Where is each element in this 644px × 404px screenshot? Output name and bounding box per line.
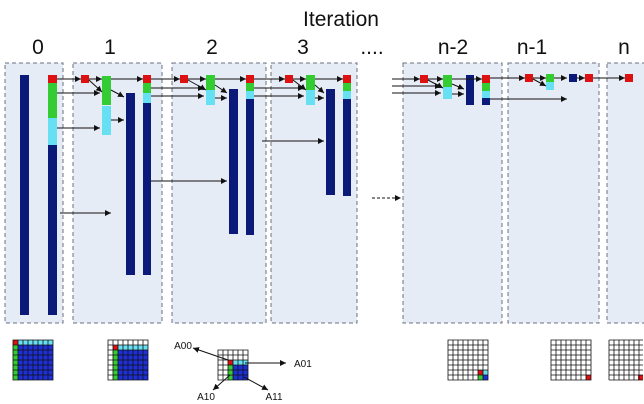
matrix-iteration-n-2 — [447, 339, 489, 381]
panel-1-green-block — [102, 76, 111, 105]
panel-3-right-green — [343, 83, 351, 91]
panel-2-pivot-cell — [180, 75, 188, 83]
panel-n-2-left-column — [466, 75, 474, 105]
panel-n-2-right-pivot — [482, 75, 490, 83]
block-label-a00: A00 — [174, 341, 192, 352]
diagram-title: Iteration — [303, 8, 379, 31]
panel-2-left-column — [229, 89, 238, 234]
data-flow-arrows — [57, 75, 625, 216]
panel-3-right-cyan — [343, 91, 351, 99]
panel-0-green-segment — [48, 83, 57, 118]
iteration-panel-n — [606, 62, 644, 324]
iteration-label-3: 3 — [297, 36, 309, 59]
panel-2-right-cyan — [246, 91, 254, 99]
block-label-a11: A11 — [265, 392, 282, 403]
matrix-iteration-2 — [192, 347, 286, 391]
panel-1-right-pivot — [143, 75, 151, 83]
panel-n-1-green-cell — [546, 74, 554, 82]
block-label-a10: A10 — [197, 392, 215, 403]
iteration-ellipsis: .... — [360, 36, 383, 59]
panel-n-2-green-block — [443, 75, 452, 87]
panel-2-right-column — [246, 99, 254, 235]
iteration-label-0: 0 — [32, 36, 44, 59]
iteration-panel-n-1 — [507, 62, 600, 324]
panel-n-pivot-cell — [625, 74, 633, 82]
panel-1-pivot-cell — [81, 75, 89, 83]
matrix-iteration-0 — [12, 339, 54, 381]
panel-n-2-right-navy — [482, 98, 490, 105]
panel-1-left-column — [126, 93, 135, 275]
panel-1-cyan-block — [102, 106, 111, 135]
iteration-label-n-2: n-2 — [438, 36, 468, 59]
panel-0-pivot-cell — [48, 75, 57, 83]
panel-n-2-pivot-cell — [420, 75, 428, 83]
panel-3-right-pivot — [343, 75, 351, 83]
panel-n-1-pivot-cell — [525, 74, 533, 82]
panel-n-1-navy-cell — [569, 74, 577, 82]
panel-2-right-pivot — [246, 75, 254, 83]
block-label-a01: A01 — [294, 359, 312, 370]
panel-n-2-right-cyan — [482, 91, 490, 98]
matrix-iteration-n — [608, 339, 643, 381]
panel-2-green-block — [206, 75, 215, 90]
matrix-iteration-n-1 — [550, 339, 592, 381]
panel-1-right-cyan — [143, 93, 151, 103]
iteration-label-n-1: n-1 — [517, 36, 547, 59]
panel-2-right-green — [246, 83, 254, 91]
panel-n-2-cyan-block — [443, 87, 452, 99]
panel-3-cyan-block — [306, 90, 315, 105]
panel-0-left-column — [20, 75, 29, 315]
iteration-label-2: 2 — [206, 36, 218, 59]
panel-1-right-green — [143, 83, 151, 93]
panel-2-cyan-block — [206, 90, 215, 105]
panel-3-left-column — [326, 89, 335, 195]
matrix-iteration-1 — [107, 339, 149, 381]
panel-3-right-column — [343, 99, 351, 196]
panel-3-pivot-cell — [285, 75, 293, 83]
panel-n-2-right-green — [482, 83, 490, 91]
iteration-panel-n-2 — [402, 62, 503, 324]
iteration-label-n: n — [618, 36, 630, 59]
panel-0-cyan-segment — [48, 118, 57, 145]
panel-n-1-cyan-cell — [546, 82, 554, 90]
panel-3-green-block — [306, 75, 315, 90]
panel-n-1-right-pivot — [585, 74, 593, 82]
iteration-panel-3 — [270, 62, 358, 324]
panel-1-right-column — [143, 103, 151, 275]
iteration-label-1: 1 — [104, 36, 116, 59]
panel-0-navy-segment — [48, 145, 57, 315]
